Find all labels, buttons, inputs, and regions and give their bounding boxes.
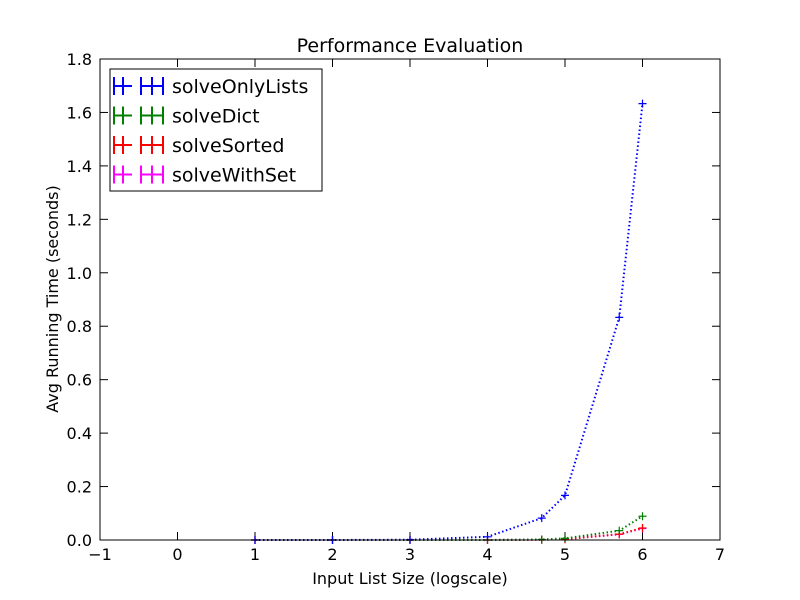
x-tick-label: −1 xyxy=(88,545,112,564)
y-tick-label: 1.2 xyxy=(67,210,92,229)
y-tick-label: 0.4 xyxy=(67,424,92,443)
x-axis-label: Input List Size (logscale) xyxy=(312,569,508,588)
x-tick-label: 3 xyxy=(405,545,415,564)
data-point-solveDict xyxy=(615,526,624,535)
x-tick-label: 4 xyxy=(482,545,492,564)
data-point-solveSorted xyxy=(638,523,647,532)
y-tick-label: 0.8 xyxy=(67,317,92,336)
x-tick-label: 1 xyxy=(250,545,260,564)
x-tick-label: 5 xyxy=(560,545,570,564)
x-tick-label: 7 xyxy=(715,545,725,564)
data-point-solveOnlyLists xyxy=(483,532,492,541)
y-tick-label: 0.0 xyxy=(67,531,92,550)
x-tick-label: 6 xyxy=(637,545,647,564)
y-tick-label: 1.6 xyxy=(67,103,92,122)
y-tick-label: 0.2 xyxy=(67,478,92,497)
legend-entry-solveDict: solveDict xyxy=(113,106,260,128)
legend-entry-solveOnlyLists: solveOnlyLists xyxy=(113,76,308,98)
plot-frame xyxy=(99,58,721,541)
data-point-solveOnlyLists xyxy=(561,491,569,500)
data-point-solveOnlyLists xyxy=(638,99,647,108)
chart-title: Performance Evaluation xyxy=(297,35,524,57)
legend-marker-solveDict xyxy=(113,106,164,125)
data-point-solveDict xyxy=(561,534,569,543)
data-point-solveDict xyxy=(638,512,647,521)
data-point-solveDict xyxy=(537,535,546,544)
data-point-solveOnlyLists xyxy=(615,313,624,322)
y-tick-label: 1.8 xyxy=(67,50,92,69)
legend-marker-solveSorted xyxy=(113,136,164,154)
series-line-solveOnlyLists xyxy=(255,103,644,541)
y-axis-ticks: 0.0 0.2 0.4 0.6 0.8 1.0 1.2 1.4 1.6 1.8 xyxy=(67,50,720,550)
y-tick-label: 1.4 xyxy=(67,157,92,176)
y-axis-label: Avg Running Time (seconds) xyxy=(43,185,62,413)
legend-entry-solveWithSet: solveWithSet xyxy=(113,165,296,187)
legend-label: solveDict xyxy=(172,106,260,128)
x-axis-ticks: −1 0 1 2 3 4 5 6 7 xyxy=(88,59,725,564)
x-tick-label: 2 xyxy=(327,545,337,564)
legend-marker-solveWithSet xyxy=(113,165,164,184)
x-tick-label: 0 xyxy=(172,545,182,564)
y-tick-label: 1.0 xyxy=(67,264,92,283)
legend-box xyxy=(109,68,323,192)
data-point-solveOnlyLists xyxy=(537,514,546,523)
legend-label: solveSorted xyxy=(172,135,284,157)
legend-label: solveOnlyLists xyxy=(172,76,308,98)
legend-label: solveWithSet xyxy=(172,165,296,187)
legend-marker-solveOnlyLists xyxy=(113,77,164,95)
legend-entry-solveSorted: solveSorted xyxy=(113,135,284,157)
legend: solveOnlyLists solveDict solveSorted solveW… xyxy=(109,68,323,192)
y-tick-label: 0.6 xyxy=(67,371,92,390)
